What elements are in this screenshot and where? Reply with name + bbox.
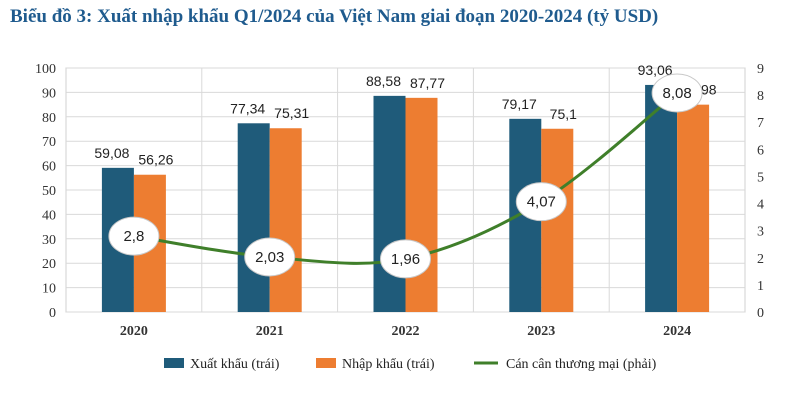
export-value-label: 88,58 xyxy=(366,73,401,89)
y-left-tick-label: 50 xyxy=(42,184,56,199)
export-value-label: 59,08 xyxy=(94,145,129,161)
x-category-label: 2021 xyxy=(256,324,284,339)
y-left-tick-label: 80 xyxy=(42,111,56,126)
legend-import-label: Nhập khẩu (trái) xyxy=(342,357,435,372)
trade-balance-marker xyxy=(651,73,703,113)
import-value-label: 87,77 xyxy=(410,75,445,91)
trade-balance-value-label: 8,08 xyxy=(662,85,691,102)
legend-balance-label: Cán cân thương mại (phải) xyxy=(506,357,657,372)
legend-export-swatch xyxy=(164,358,184,368)
import-bar xyxy=(677,104,710,312)
y-right-tick-label: 1 xyxy=(757,279,764,294)
import-bar xyxy=(269,128,302,312)
import-value-label: 56,26 xyxy=(138,152,173,168)
y-right-tick-label: 9 xyxy=(757,62,764,77)
y-right-tick-label: 4 xyxy=(757,198,764,213)
trade-balance-value-label: 1,96 xyxy=(391,251,420,268)
export-value-label: 79,17 xyxy=(502,96,537,112)
export-bar xyxy=(373,95,406,312)
trade-balance-marker xyxy=(380,239,431,279)
x-category-label: 2024 xyxy=(663,324,691,339)
import-value-label: 75,31 xyxy=(274,105,309,121)
y-left-tick-label: 0 xyxy=(49,306,56,321)
trade-balance-value-label: 4,07 xyxy=(527,194,556,211)
y-left-tick-label: 40 xyxy=(42,208,56,223)
import-bar xyxy=(405,97,438,312)
legend-export-label: Xuất khẩu (trái) xyxy=(190,357,280,372)
y-left-tick-label: 70 xyxy=(42,135,56,150)
legend-import-swatch xyxy=(316,358,336,368)
x-category-label: 2020 xyxy=(120,324,148,339)
y-left-tick-label: 20 xyxy=(42,257,56,272)
trade-balance-marker xyxy=(244,237,296,277)
y-right-tick-label: 0 xyxy=(757,306,764,321)
y-left-tick-label: 90 xyxy=(42,86,56,101)
y-right-tick-label: 5 xyxy=(757,170,764,185)
y-left-tick-label: 10 xyxy=(42,282,56,297)
chart-title: Biểu đồ 3: Xuất nhập khẩu Q1/2024 của Vi… xyxy=(10,6,659,27)
import-value-label: 75,1 xyxy=(550,106,577,122)
export-bar xyxy=(237,123,270,312)
y-right-tick-label: 3 xyxy=(757,225,764,240)
y-right-tick-label: 2 xyxy=(757,252,764,267)
x-category-label: 2022 xyxy=(392,324,420,339)
trade-balance-marker xyxy=(108,216,160,256)
y-left-tick-label: 100 xyxy=(35,62,56,77)
x-category-label: 2023 xyxy=(527,324,555,339)
trade-balance-value-label: 2,8 xyxy=(123,228,144,245)
trade-balance-marker xyxy=(515,182,567,222)
export-value-label: 77,34 xyxy=(230,100,265,116)
y-left-tick-label: 60 xyxy=(42,160,56,175)
export-value-label: 93,06 xyxy=(638,62,673,78)
y-right-tick-label: 8 xyxy=(757,89,764,104)
y-right-tick-label: 6 xyxy=(757,143,764,158)
trade-balance-value-label: 2,03 xyxy=(255,249,284,266)
y-left-tick-label: 30 xyxy=(42,233,56,248)
export-bar xyxy=(645,84,678,313)
y-right-tick-label: 7 xyxy=(757,116,764,131)
